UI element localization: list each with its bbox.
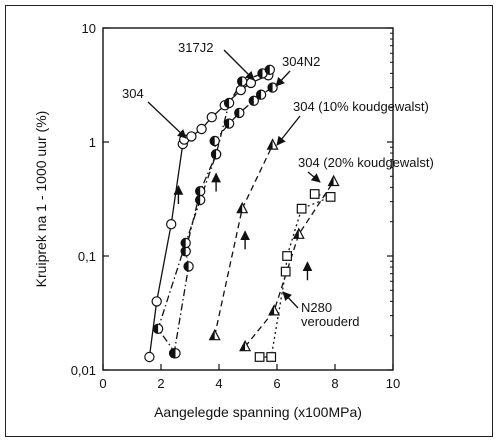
data-point — [282, 251, 293, 261]
data-point — [151, 296, 162, 307]
data-point — [165, 218, 177, 230]
series-line-4 — [244, 181, 335, 348]
data-point — [206, 111, 218, 123]
data-point — [239, 339, 252, 352]
data-point — [223, 118, 235, 129]
data-point — [280, 266, 291, 277]
data-point — [264, 64, 275, 76]
data-point — [208, 328, 221, 341]
label-n280-line2: verouderd — [301, 314, 360, 329]
x-tick-label: 6 — [273, 376, 280, 391]
label-304n2: 304N2 — [282, 54, 320, 69]
plot-area — [102, 27, 394, 371]
data-point — [144, 351, 155, 363]
data-point — [234, 107, 245, 119]
chart-frame — [5, 5, 493, 437]
data-point — [236, 201, 249, 214]
data-point — [223, 97, 235, 109]
y-tick-label: 10 — [82, 21, 96, 36]
data-point — [325, 191, 336, 202]
series-line-5 — [259, 193, 333, 358]
data-point — [248, 95, 260, 107]
y-tick-label: 0,1 — [78, 249, 96, 264]
axis-ticks: 0 2 4 6 8 10 0,01 0,1 1 10 — [71, 21, 401, 391]
data-point — [327, 174, 340, 187]
data-point — [183, 261, 194, 272]
x-tick-label: 10 — [386, 376, 400, 391]
data-point — [266, 352, 277, 362]
data-point — [170, 348, 181, 359]
annotation-pointers — [147, 49, 321, 309]
x-tick-label: 0 — [99, 376, 106, 391]
data-point — [266, 138, 279, 150]
label-pointer — [307, 171, 321, 183]
label-304-10pct: 304 (10% koudgewalst) — [293, 99, 429, 114]
data-point — [254, 352, 265, 362]
y-tick-label: 1 — [89, 135, 96, 150]
label-pointer — [282, 291, 299, 309]
series-points — [144, 64, 340, 363]
label-pointer — [276, 115, 301, 146]
data-point — [152, 323, 164, 334]
data-point — [292, 227, 305, 239]
label-n280-line1: N280 — [301, 300, 332, 315]
data-point — [180, 237, 191, 249]
label-304-20pct: 304 (20% koudgewalst) — [298, 155, 434, 170]
x-tick-label: 4 — [215, 376, 222, 391]
series-line-1 — [173, 87, 273, 354]
data-point — [196, 123, 207, 135]
data-point — [194, 194, 206, 206]
data-point — [236, 76, 248, 87]
data-point — [186, 131, 197, 142]
label-pointer — [223, 49, 255, 81]
data-point — [210, 149, 222, 160]
label-pointer — [275, 70, 291, 87]
data-point — [268, 304, 281, 316]
data-point — [194, 185, 206, 197]
data-point — [309, 189, 320, 199]
data-point — [296, 203, 307, 214]
label-317j2: 317J2 — [178, 40, 213, 55]
data-point — [180, 246, 191, 257]
series-line-3 — [214, 144, 274, 336]
x-tick-label: 2 — [157, 376, 164, 391]
data-point — [235, 84, 247, 96]
y-tick-label: 0,01 — [71, 363, 96, 378]
data-point — [255, 89, 267, 100]
x-tick-label: 8 — [331, 376, 338, 391]
y-axis-title: Kruiprek na 1 - 1000 uur (%) — [33, 111, 49, 288]
x-axis-title: Aangelegde spanning (x100MPa) — [154, 404, 362, 420]
series-line-2 — [157, 69, 271, 354]
label-pointer — [147, 101, 187, 139]
label-304: 304 — [122, 86, 144, 101]
data-point — [209, 135, 220, 147]
data-point — [267, 82, 278, 93]
